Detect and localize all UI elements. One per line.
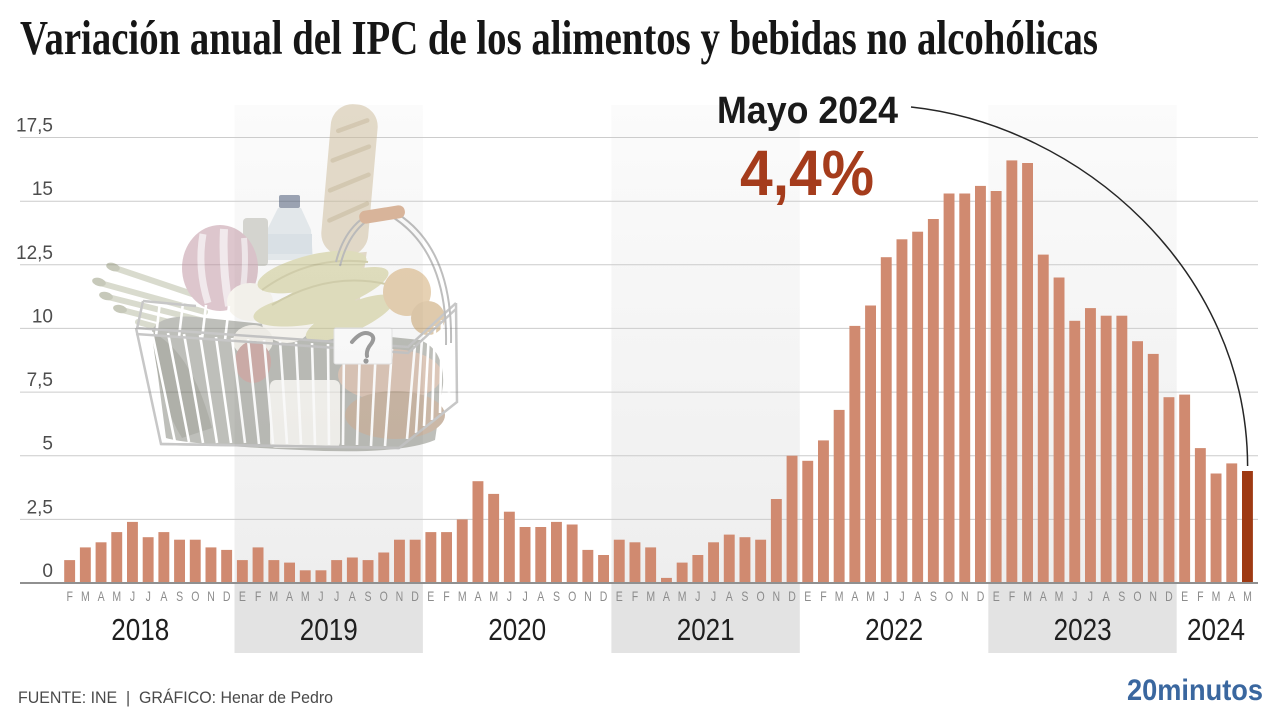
svg-text:J: J: [884, 589, 889, 605]
svg-text:0: 0: [42, 561, 53, 582]
svg-text:2020: 2020: [488, 612, 546, 647]
svg-text:A: A: [914, 589, 922, 605]
svg-text:O: O: [945, 589, 953, 605]
svg-text:4,4%: 4,4%: [740, 137, 874, 209]
svg-text:J: J: [899, 589, 904, 605]
svg-text:D: D: [977, 589, 985, 605]
svg-text:A: A: [537, 589, 545, 605]
svg-text:2019: 2019: [300, 612, 358, 647]
svg-text:S: S: [553, 589, 560, 605]
svg-text:J: J: [334, 589, 339, 605]
svg-text:F: F: [66, 589, 72, 605]
svg-text:O: O: [380, 589, 388, 605]
svg-text:E: E: [1181, 589, 1188, 605]
svg-text:N: N: [1149, 589, 1157, 605]
svg-text:E: E: [427, 589, 434, 605]
svg-text:D: D: [600, 589, 608, 605]
svg-text:D: D: [223, 589, 231, 605]
svg-text:F: F: [1197, 589, 1203, 605]
svg-text:A: A: [474, 589, 482, 605]
svg-text:J: J: [507, 589, 512, 605]
svg-text:A: A: [1103, 589, 1111, 605]
svg-text:15: 15: [32, 179, 53, 200]
svg-text:J: J: [711, 589, 716, 605]
svg-text:S: S: [364, 589, 371, 605]
svg-text:M: M: [1023, 589, 1032, 605]
svg-text:A: A: [1040, 589, 1048, 605]
svg-text:Variación anual del IPC de los: Variación anual del IPC de los alimentos…: [20, 10, 1098, 65]
svg-text:S: S: [930, 589, 937, 605]
svg-text:A: A: [1228, 589, 1236, 605]
svg-text:O: O: [568, 589, 576, 605]
svg-text:J: J: [318, 589, 323, 605]
svg-text:2022: 2022: [865, 612, 923, 647]
svg-text:Mayo 2024: Mayo 2024: [717, 90, 898, 132]
svg-text:D: D: [788, 589, 796, 605]
svg-text:M: M: [269, 589, 278, 605]
svg-text:M: M: [489, 589, 498, 605]
svg-text:M: M: [646, 589, 655, 605]
svg-text:N: N: [961, 589, 969, 605]
svg-text:J: J: [695, 589, 700, 605]
svg-text:20minutos: 20minutos: [1127, 674, 1263, 707]
svg-text:N: N: [773, 589, 781, 605]
svg-text:17,5: 17,5: [16, 116, 53, 137]
svg-text:2024: 2024: [1187, 612, 1245, 647]
svg-text:M: M: [678, 589, 687, 605]
svg-text:A: A: [286, 589, 294, 605]
svg-text:10: 10: [32, 306, 53, 327]
svg-text:D: D: [411, 589, 419, 605]
svg-text:M: M: [112, 589, 121, 605]
svg-text:O: O: [1133, 589, 1141, 605]
svg-text:E: E: [616, 589, 623, 605]
svg-text:A: A: [663, 589, 671, 605]
svg-text:O: O: [757, 589, 765, 605]
svg-text:A: A: [851, 589, 859, 605]
svg-text:E: E: [993, 589, 1000, 605]
svg-text:A: A: [349, 589, 357, 605]
svg-text:2,5: 2,5: [27, 497, 53, 518]
svg-text:J: J: [1088, 589, 1093, 605]
svg-text:M: M: [1212, 589, 1221, 605]
svg-text:E: E: [804, 589, 811, 605]
svg-text:M: M: [301, 589, 310, 605]
svg-text:M: M: [1055, 589, 1064, 605]
svg-text:D: D: [1165, 589, 1173, 605]
svg-text:F: F: [1009, 589, 1015, 605]
svg-text:N: N: [396, 589, 404, 605]
svg-text:F: F: [443, 589, 449, 605]
svg-text:A: A: [160, 589, 168, 605]
svg-text:J: J: [146, 589, 151, 605]
svg-text:FUENTE: INE | GRÁFICO: Henar: FUENTE: INE | GRÁFICO: Henar de Pedro: [18, 688, 333, 707]
svg-text:M: M: [81, 589, 90, 605]
svg-text:M: M: [866, 589, 875, 605]
svg-text:7,5: 7,5: [27, 370, 53, 391]
svg-text:M: M: [1243, 589, 1252, 605]
svg-text:12,5: 12,5: [16, 243, 53, 264]
svg-text:F: F: [255, 589, 261, 605]
svg-text:S: S: [1118, 589, 1125, 605]
svg-text:A: A: [726, 589, 734, 605]
svg-text:J: J: [522, 589, 527, 605]
svg-text:F: F: [632, 589, 638, 605]
svg-text:2021: 2021: [677, 612, 735, 647]
svg-text:N: N: [584, 589, 592, 605]
svg-text:5: 5: [42, 434, 53, 455]
svg-text:F: F: [820, 589, 826, 605]
svg-text:2018: 2018: [111, 612, 169, 647]
svg-text:E: E: [239, 589, 246, 605]
svg-text:M: M: [458, 589, 467, 605]
svg-text:J: J: [130, 589, 135, 605]
svg-text:A: A: [98, 589, 106, 605]
svg-text:S: S: [741, 589, 748, 605]
svg-text:2023: 2023: [1054, 612, 1112, 647]
svg-text:S: S: [176, 589, 183, 605]
svg-text:N: N: [207, 589, 215, 605]
svg-text:M: M: [835, 589, 844, 605]
svg-text:O: O: [191, 589, 199, 605]
svg-text:J: J: [1072, 589, 1077, 605]
